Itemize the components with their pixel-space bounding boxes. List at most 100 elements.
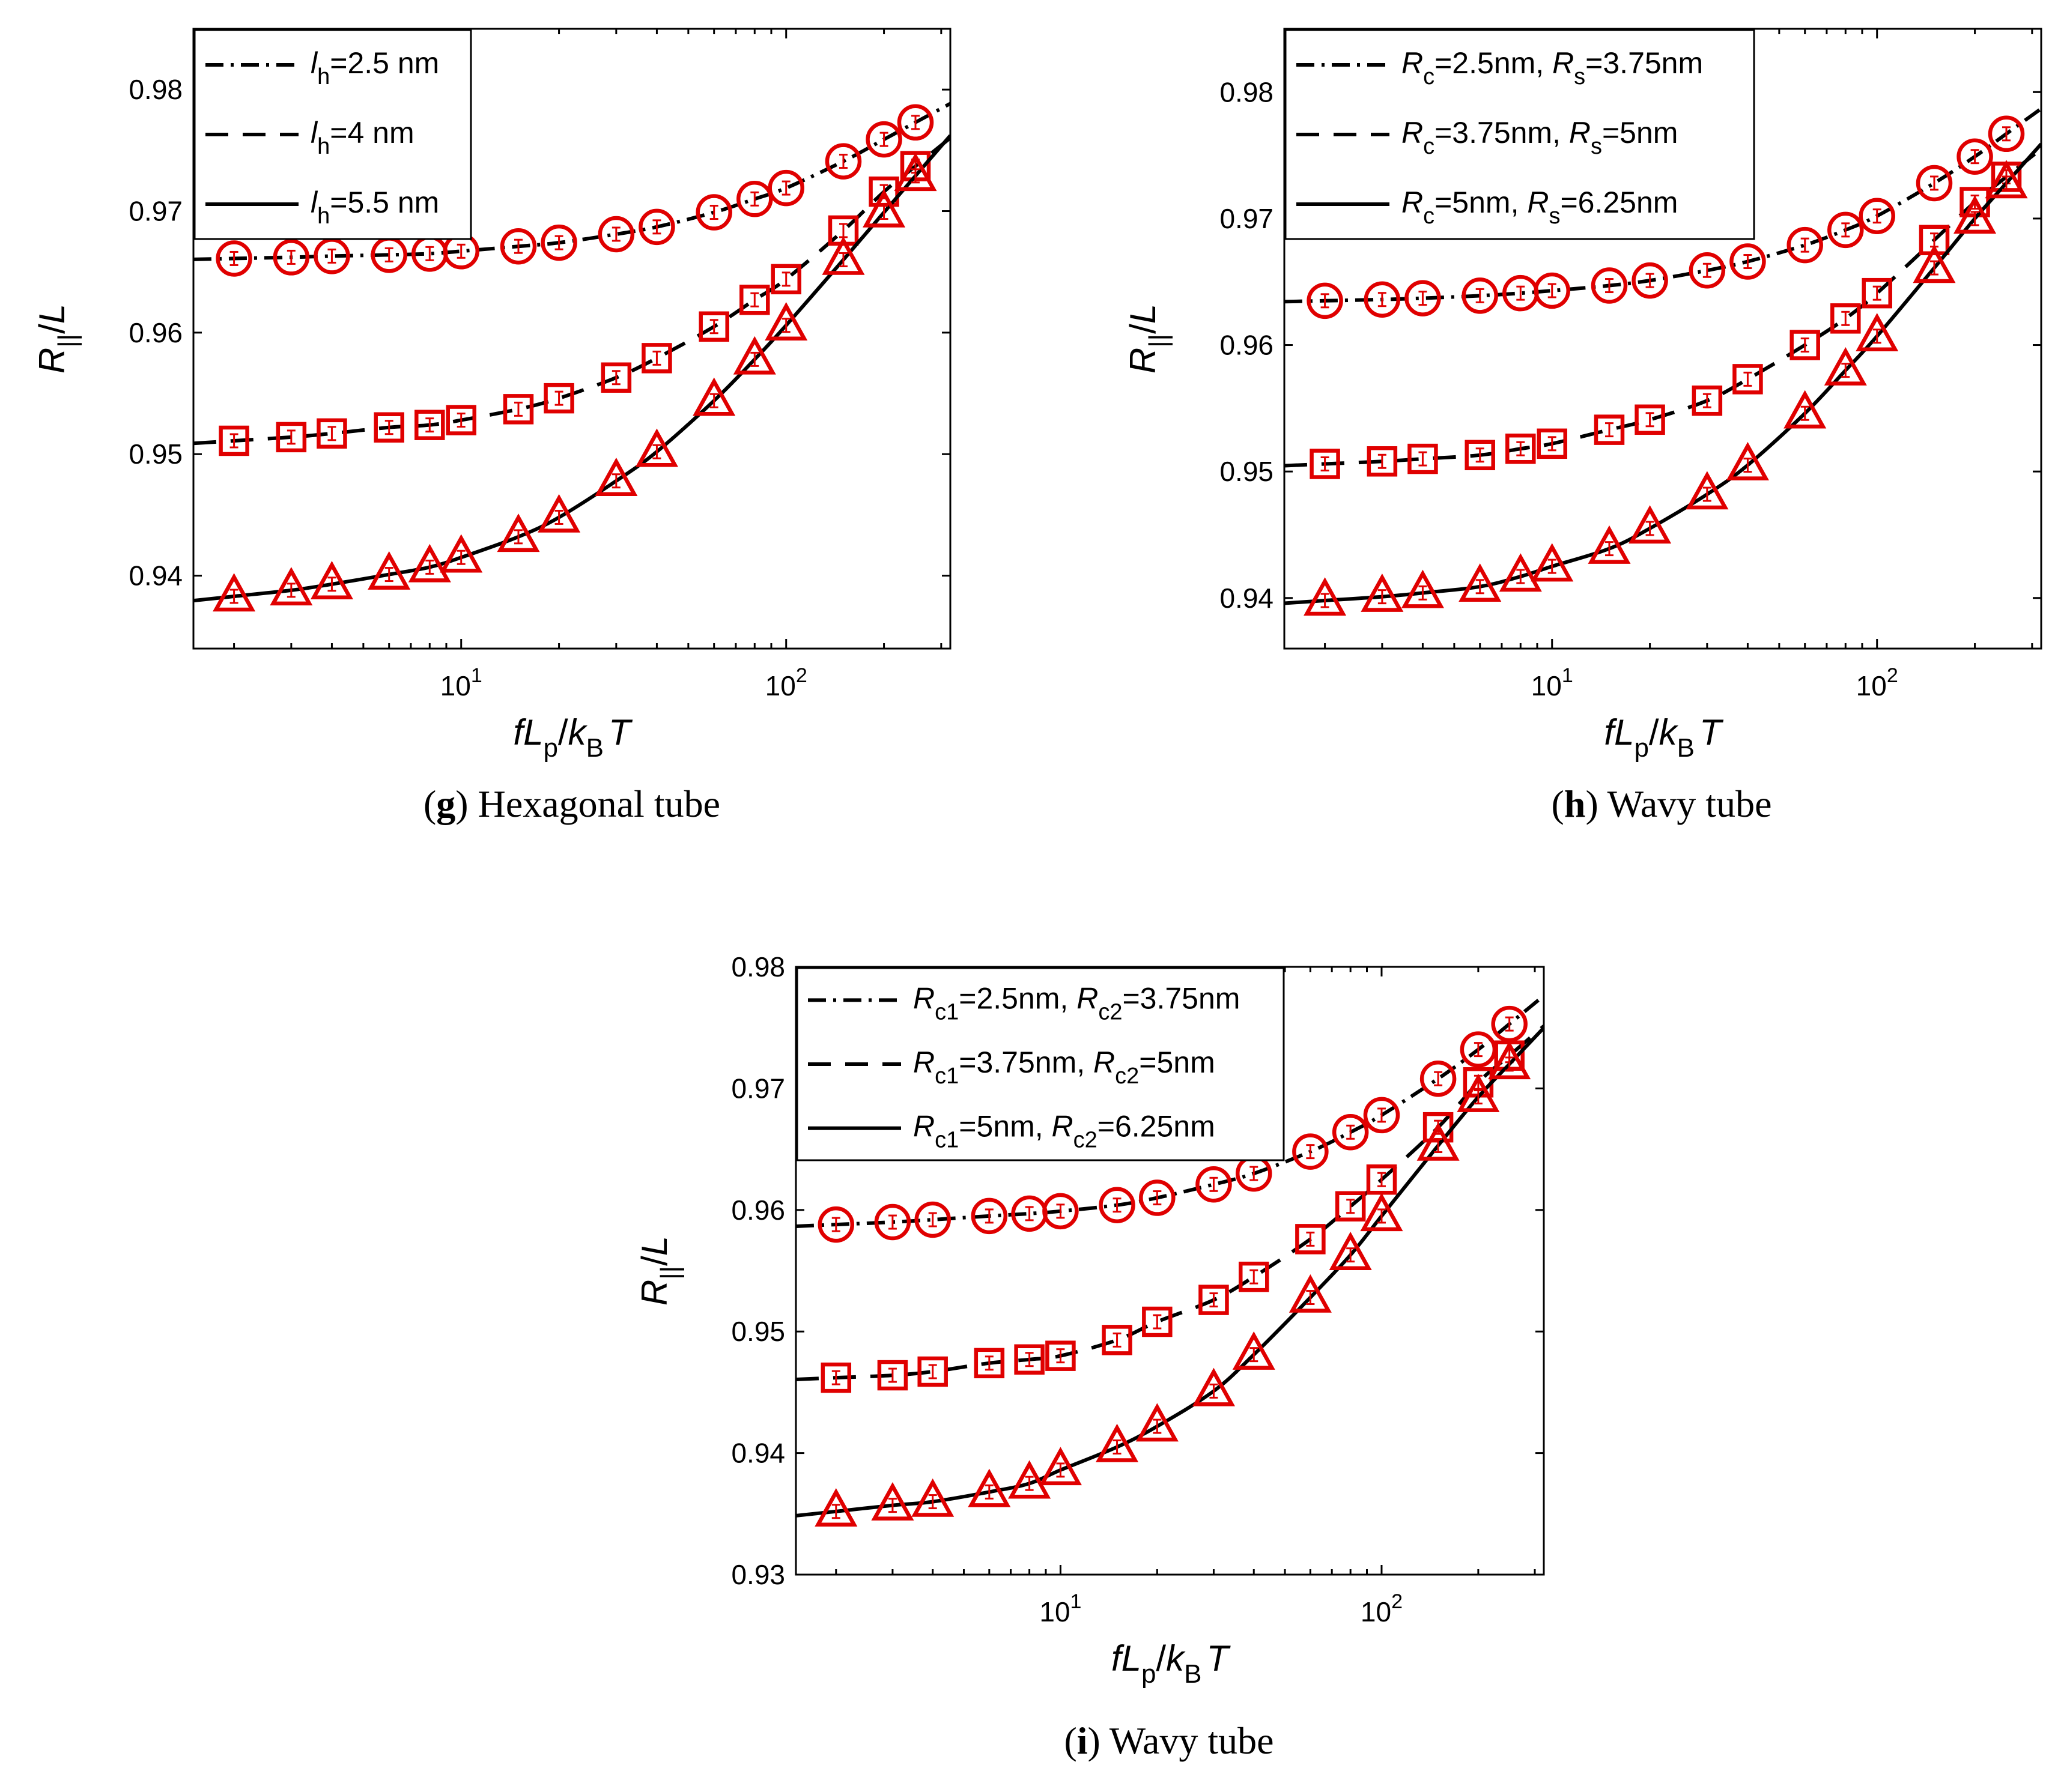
data-point-circle <box>639 208 675 246</box>
legend-label: Rc1=3.75nm, Rc2=5nm <box>913 1046 1215 1089</box>
data-point-square <box>1335 1191 1366 1221</box>
chart-panel-h: 0.94 0.95 0.96 0.97 0.98 101 102 fLp/kB T R||/L Rc… <box>1123 28 2042 825</box>
legend-label: lh=4 nm <box>311 116 414 159</box>
data-point-square <box>1919 225 1950 255</box>
data-point-triangle <box>408 543 451 583</box>
data-point-circle <box>825 143 862 180</box>
data-point-triangle <box>1416 1122 1460 1161</box>
data-point-circle <box>818 1206 855 1243</box>
fit-curve-dashdot <box>796 994 1544 1228</box>
fit-curve-dashed <box>193 136 950 446</box>
data-point-square <box>974 1348 1005 1379</box>
data-point-circle <box>1292 1133 1329 1170</box>
data-point-square <box>1635 404 1665 435</box>
data-point-triangle <box>894 153 937 192</box>
data-point-square <box>917 1356 948 1387</box>
data-point-triangle <box>1192 1367 1235 1406</box>
data-point-square <box>1830 303 1861 334</box>
data-point-triangle <box>815 1488 858 1527</box>
data-point-circle <box>1591 267 1628 304</box>
data-point-triangle <box>440 534 483 573</box>
data-point-circle <box>914 1201 951 1238</box>
data-point-triangle <box>1824 347 1867 386</box>
y-tick-label: 0.96 <box>731 1194 785 1226</box>
data-point-circle <box>1404 280 1441 316</box>
data-point-triangle <box>1629 505 1672 544</box>
panel-caption: (h) Wavy tube <box>1552 782 1772 825</box>
data-point-circle <box>541 224 577 261</box>
data-point-triangle <box>1008 1460 1051 1499</box>
y-tick-label: 0.95 <box>1219 456 1273 487</box>
x-tick-label: 102 <box>765 664 807 701</box>
y-tick-label: 0.94 <box>731 1438 785 1469</box>
data-point-circle <box>598 216 635 253</box>
data-point-triangle <box>635 428 678 467</box>
data-point-square <box>1537 428 1567 459</box>
data-point-triangle <box>1913 244 1956 283</box>
x-axis-title: fLp/kB T <box>1111 1638 1231 1689</box>
data-point-triangle <box>822 236 865 275</box>
data-point-circle <box>1632 262 1668 299</box>
data-point-square <box>1594 414 1625 445</box>
data-point-circle <box>273 239 310 276</box>
data-point-square <box>1505 433 1536 464</box>
data-point-circle <box>1956 138 1993 175</box>
data-point-triangle <box>213 573 256 612</box>
data-point-triangle <box>1304 577 1347 616</box>
data-point-circle <box>500 228 537 265</box>
y-tick-label: 0.97 <box>731 1073 785 1104</box>
series-triangle <box>193 134 950 612</box>
data-point-circle <box>1859 198 1895 234</box>
y-tick-label: 0.96 <box>1219 330 1273 361</box>
data-point-triangle <box>310 561 353 600</box>
data-point-circle <box>1827 211 1864 249</box>
data-point-circle <box>1689 252 1726 289</box>
legend: Rc1=2.5nm, Rc2=3.75nm Rc1=3.75nm, Rc2=5nm… <box>796 967 1285 1161</box>
data-point-triangle <box>497 513 540 552</box>
data-point-square <box>1045 1340 1076 1371</box>
legend-label: lh=2.5 nm <box>311 46 439 89</box>
legend: lh=2.5 nm lh=4 nm lh=5.5 nm <box>193 29 472 240</box>
data-point-square <box>1239 1261 1269 1292</box>
chart-panel-i: 0.93 0.94 0.95 0.96 0.97 0.98 101 102 fLp/kB T R||… <box>634 951 1545 1762</box>
data-point-triangle <box>1232 1331 1275 1370</box>
data-point-circle <box>1042 1193 1079 1230</box>
series-square <box>193 136 950 456</box>
data-point-circle <box>216 240 252 277</box>
x-axis-title: fLp/kB T <box>513 712 633 763</box>
data-point-square <box>877 1360 908 1391</box>
x-tick-label: 101 <box>1531 664 1573 701</box>
fit-curve-dashdot <box>1284 107 2041 304</box>
data-point-square <box>1367 446 1398 477</box>
data-point-triangle <box>1135 1403 1179 1442</box>
data-point-square <box>642 343 672 374</box>
data-point-triangle <box>1459 563 1502 602</box>
y-tick-label: 0.98 <box>129 74 183 105</box>
series-circle <box>193 101 950 277</box>
x-tick-label: 101 <box>440 664 482 701</box>
data-point-triangle <box>1686 471 1729 510</box>
y-tick-label: 0.95 <box>731 1316 785 1347</box>
data-point-square <box>276 422 307 453</box>
data-point-triangle <box>1360 1193 1403 1232</box>
x-axis-title: fLp/kB T <box>1604 712 1724 763</box>
data-point-triangle <box>1856 313 1899 352</box>
data-point-square <box>544 383 574 414</box>
data-point-square <box>1014 1344 1045 1375</box>
y-axis-title: R||/L <box>32 304 82 374</box>
data-point-circle <box>1195 1166 1232 1203</box>
data-point-circle <box>1332 1114 1369 1151</box>
y-axis-title: R||/L <box>1123 304 1173 374</box>
data-point-triangle <box>1361 573 1404 612</box>
legend-label: Rc1=2.5nm, Rc2=3.75nm <box>913 981 1240 1025</box>
data-point-triangle <box>1985 160 2028 199</box>
data-point-circle <box>768 169 804 207</box>
data-point-circle <box>1786 226 1823 264</box>
data-point-triangle <box>911 1478 955 1517</box>
x-tick-label: 101 <box>1039 1590 1081 1627</box>
data-point-square <box>821 1362 852 1393</box>
data-point-triangle <box>863 189 906 228</box>
data-point-square <box>1407 443 1438 474</box>
data-point-circle <box>1364 281 1401 318</box>
data-point-square <box>601 362 632 393</box>
